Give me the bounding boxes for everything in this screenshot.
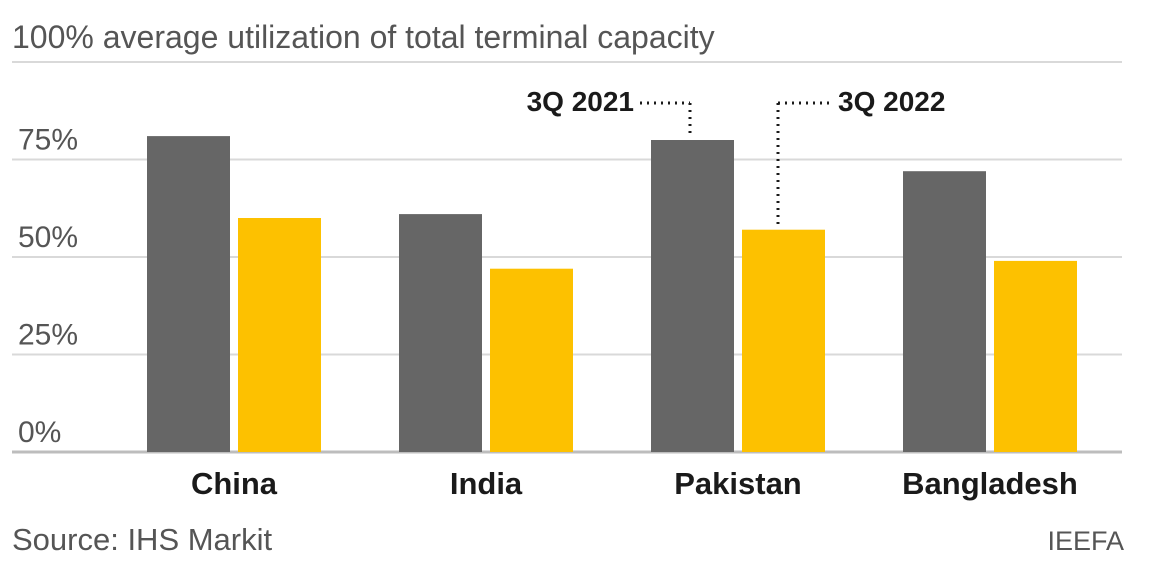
bar-pakistan-3q-2022 [742, 229, 825, 452]
bar-india-3q-2021 [399, 214, 482, 452]
bar-china-3q-2022 [238, 218, 321, 452]
bar-india-3q-2022 [490, 268, 573, 452]
bar-china-3q-2021 [147, 136, 230, 452]
bar-pakistan-3q-2021 [651, 140, 734, 452]
legend: 3Q 2021 3Q 2022 [527, 86, 945, 226]
bar-bangladesh-3q-2021 [903, 171, 986, 452]
y-tick-label: 0% [18, 416, 61, 449]
legend-label-3q-2022: 3Q 2022 [838, 86, 945, 117]
y-tick-label: 75% [18, 124, 78, 157]
chart-title: 100% average utilization of total termin… [12, 19, 715, 55]
legend-label-3q-2021: 3Q 2021 [527, 86, 634, 117]
x-tick-label: India [450, 466, 523, 501]
x-tick-label: China [191, 466, 278, 501]
y-tick-label: 50% [18, 221, 78, 254]
x-axis-labels: China India Pakistan Bangladesh [191, 466, 1078, 501]
credit-label: IEEFA [1047, 526, 1124, 556]
bars [147, 136, 1077, 452]
x-tick-label: Bangladesh [902, 466, 1078, 501]
bar-bangladesh-3q-2022 [994, 260, 1077, 452]
y-axis-ticks: 0% 25% 50% 75% [18, 124, 78, 450]
y-tick-label: 25% [18, 319, 78, 352]
x-tick-label: Pakistan [674, 466, 802, 501]
source-note: Source: IHS Markit [12, 522, 273, 557]
